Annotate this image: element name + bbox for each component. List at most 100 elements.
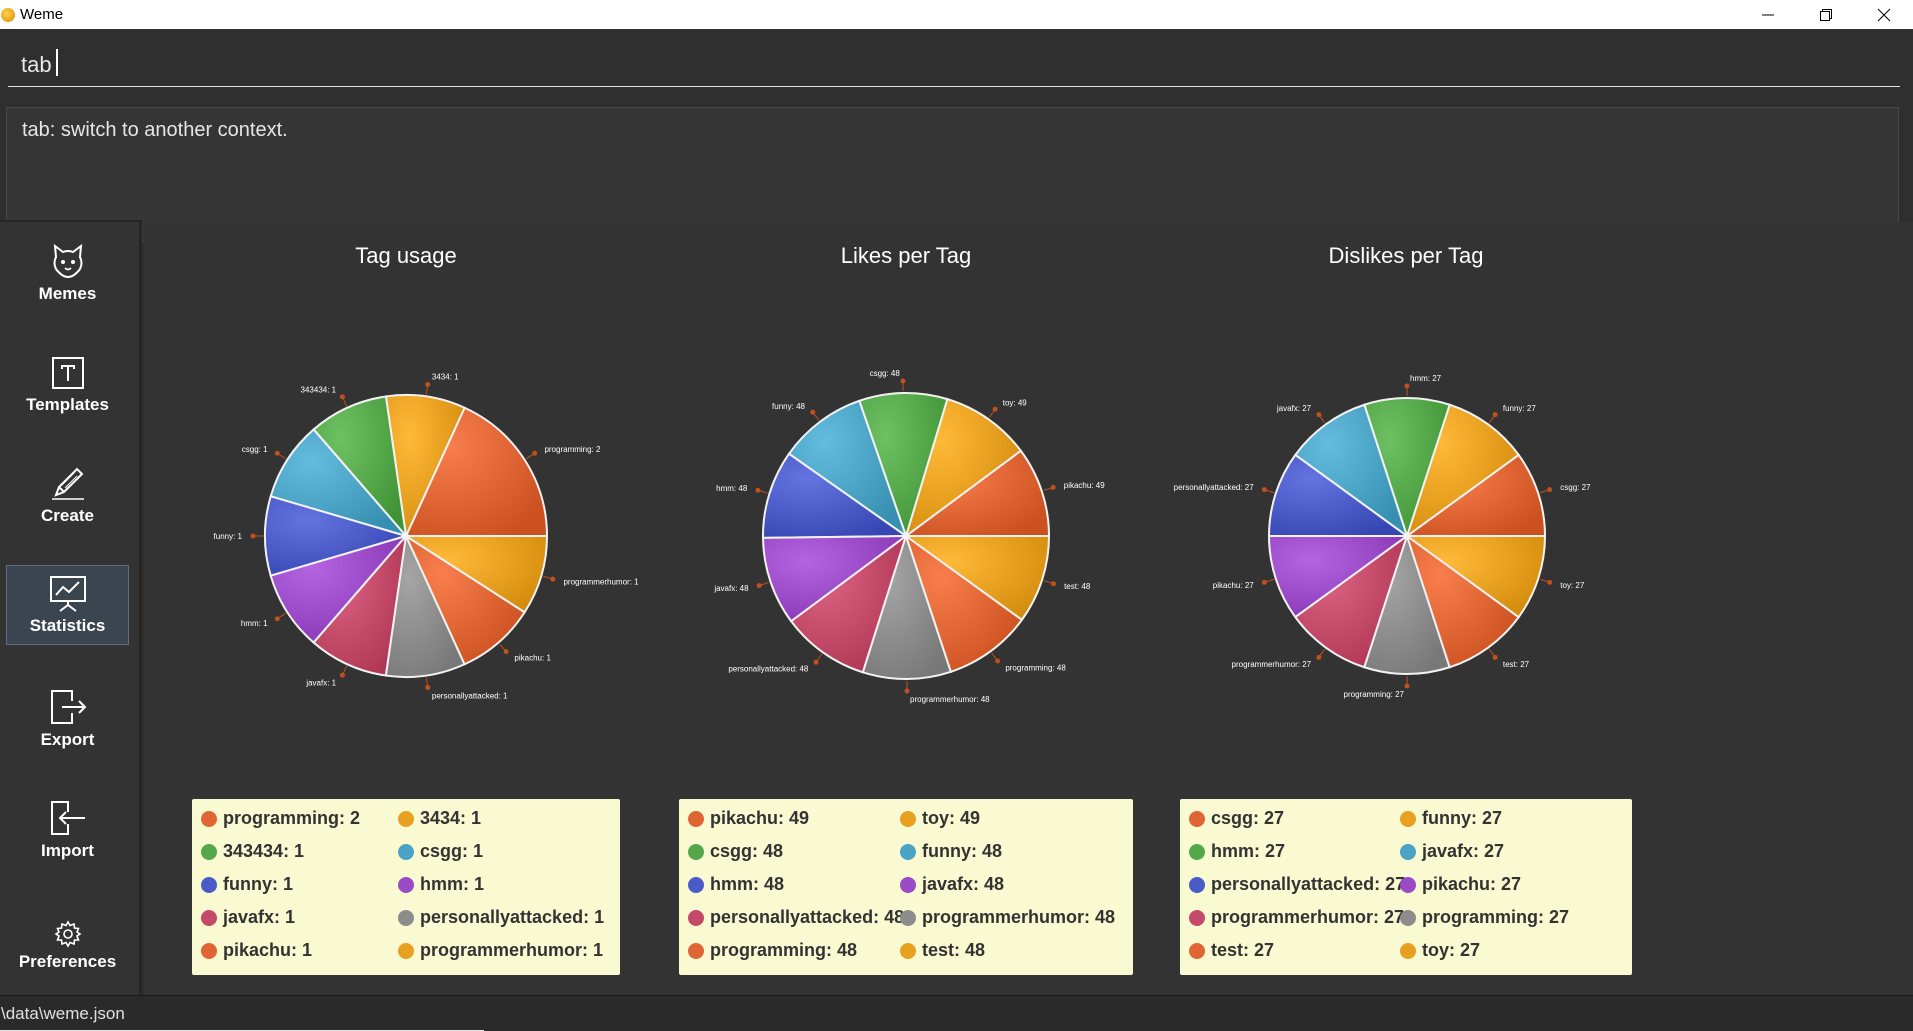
pie-slice[interactable] <box>1403 535 1547 619</box>
restore-button[interactable] <box>1797 0 1855 29</box>
legend-item: csgg: 1 <box>398 841 483 862</box>
pie-slice[interactable] <box>761 534 910 623</box>
pie-slice[interactable] <box>1293 533 1409 669</box>
legend-label: personallyattacked: 1 <box>420 907 605 927</box>
legend-color-swatch <box>900 810 916 827</box>
pie-label-line <box>1539 489 1550 494</box>
tag-usage-legend: programming: 2 3434: 1 343434: 1 csgg: 1 fun… <box>192 799 620 975</box>
pie-slice[interactable] <box>858 392 949 540</box>
legend-label: programmerhumor: 27 <box>1211 907 1405 927</box>
sidebar-item-memes[interactable]: Memes <box>6 232 129 312</box>
pie-slice[interactable] <box>384 532 466 678</box>
legend-item: javafx: 48 <box>900 874 1004 895</box>
pie-label-line <box>499 643 507 652</box>
legend-item: pikachu: 27 <box>1400 874 1521 895</box>
legend-color-swatch <box>900 942 916 959</box>
minimize-button[interactable] <box>1739 0 1797 29</box>
close-icon <box>1877 8 1891 21</box>
legend-label: personallyattacked: 48 <box>710 907 905 927</box>
pie-label-line <box>277 452 286 460</box>
pie-slice[interactable] <box>1405 403 1521 539</box>
pie-slice[interactable] <box>902 449 1051 537</box>
pie-slice[interactable] <box>269 428 409 538</box>
chart-title-dislikes: Dislikes per Tag <box>1328 243 1484 268</box>
minimize-icon <box>1762 14 1774 15</box>
legend-item: programming: 27 <box>1400 907 1569 928</box>
pie-slice-label: javafx: 1 <box>305 678 336 687</box>
pie-slice[interactable] <box>402 535 549 614</box>
pie-slice[interactable] <box>1403 453 1547 537</box>
pie-slice[interactable] <box>762 452 910 539</box>
sidebar-item-preferences[interactable]: Preferences <box>6 900 129 980</box>
pie-slice[interactable] <box>1293 403 1409 539</box>
pie-slice[interactable] <box>312 532 408 677</box>
pie-slice[interactable] <box>403 533 526 666</box>
pie-slice-label: hmm: 1 <box>241 619 268 628</box>
legend-color-swatch <box>688 843 704 860</box>
pie-slice-label: funny: 1 <box>214 532 243 541</box>
legend-label: toy: 49 <box>922 808 981 828</box>
legend-label: pikachu: 49 <box>710 808 810 828</box>
sidebar-item-statistics[interactable]: Statistics <box>6 565 129 645</box>
legend-item: programmerhumor: 1 <box>398 940 603 961</box>
legend-color-swatch <box>900 876 916 893</box>
legend-label: personallyattacked: 27 <box>1211 874 1406 894</box>
pie-label-line <box>425 384 429 395</box>
legend-item: funny: 48 <box>900 841 1002 862</box>
legend-color-swatch <box>900 909 916 926</box>
pie-slice-label: programming: 2 <box>544 445 601 454</box>
command-input[interactable] <box>8 43 1900 87</box>
command-result-text: tab: switch to another context. <box>22 119 288 141</box>
pie-slice-label: personallyattacked: 48 <box>728 665 809 674</box>
legend-color-swatch <box>1400 876 1416 893</box>
legend-color-swatch <box>1400 810 1416 827</box>
legend-color-swatch <box>1189 876 1205 893</box>
pie-slice[interactable] <box>1267 535 1411 619</box>
pie-slice[interactable] <box>384 394 466 540</box>
legend-color-swatch <box>1400 909 1416 926</box>
pie-slice[interactable] <box>312 395 408 540</box>
pie-label-line <box>1264 489 1275 494</box>
pie-slice[interactable] <box>404 406 549 537</box>
pie-slice[interactable] <box>902 535 1051 622</box>
sidebar-item-create[interactable]: Create <box>6 454 129 534</box>
pie-slice-label: toy: 27 <box>1560 581 1585 590</box>
legend-color-swatch <box>398 909 414 926</box>
pie-slice-label: funny: 27 <box>1503 404 1536 413</box>
likes-legend: pikachu: 49 toy: 49 csgg: 48 funny: 48 hmm: … <box>679 799 1133 975</box>
pie-slice[interactable] <box>904 533 1024 674</box>
legend-label: hmm: 48 <box>710 874 785 894</box>
legend-color-swatch <box>1189 942 1205 959</box>
status-file-path: \data\weme.json <box>1 1004 125 1023</box>
close-button[interactable] <box>1855 0 1913 29</box>
legend-label: javafx: 48 <box>922 874 1005 894</box>
legend-color-swatch <box>201 810 217 827</box>
title-bar: Weme <box>0 0 1913 29</box>
sidebar-item-import[interactable]: Import <box>6 789 129 869</box>
pie-slice[interactable] <box>787 399 908 539</box>
pie-slice[interactable] <box>269 534 409 644</box>
pie-slice[interactable] <box>789 533 908 674</box>
pie-label-line <box>757 489 768 494</box>
pie-slice[interactable] <box>861 532 953 680</box>
pie-slice-label: 3434: 1 <box>432 373 459 382</box>
sidebar-item-export[interactable]: Export <box>6 678 129 758</box>
pie-slice[interactable] <box>1267 453 1411 537</box>
legend-color-swatch <box>688 942 704 959</box>
pie-slice[interactable] <box>904 397 1023 539</box>
pie-slice[interactable] <box>264 495 410 577</box>
pie-slice[interactable] <box>1405 533 1521 669</box>
legend-item: toy: 27 <box>1400 940 1480 961</box>
legend-label: 3434: 1 <box>420 808 482 828</box>
legend-label: test: 27 <box>1211 940 1275 960</box>
legend-label: test: 48 <box>922 940 986 960</box>
pie-slice[interactable] <box>1363 532 1451 675</box>
legend-item: test: 48 <box>900 940 985 961</box>
legend-item: pikachu: 49 <box>688 808 809 829</box>
sidebar-item-templates[interactable]: Templates <box>6 343 129 423</box>
pie-slice[interactable] <box>1363 397 1451 540</box>
pie-label-line <box>1539 578 1550 583</box>
legend-label: toy: 27 <box>1422 940 1481 960</box>
